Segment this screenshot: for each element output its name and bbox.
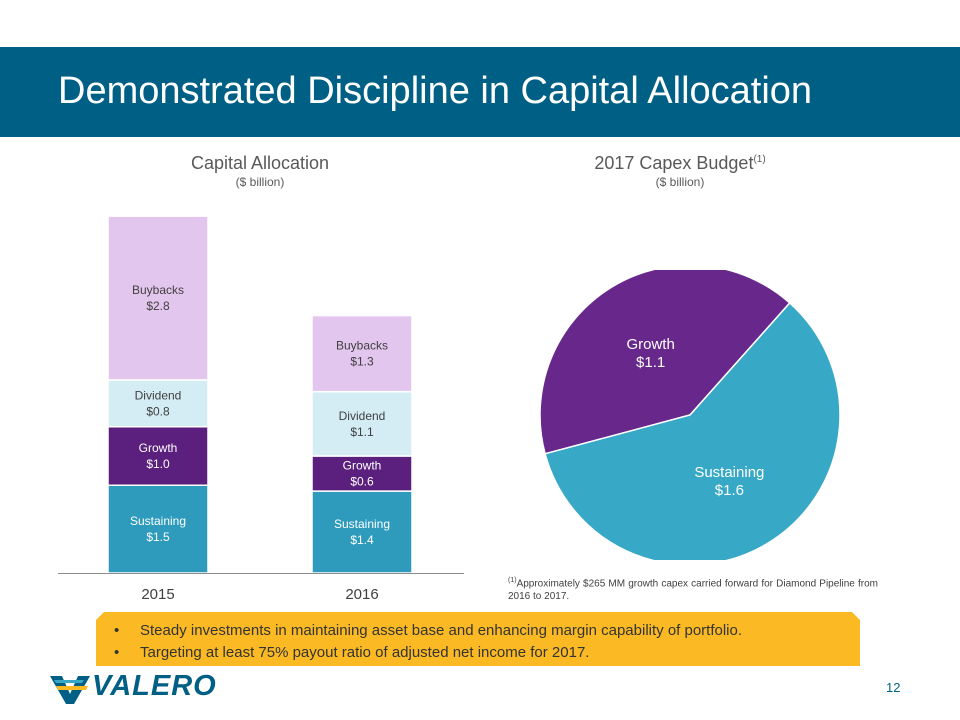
left-chart-title: Capital Allocation	[190, 153, 330, 173]
bar-label-growth-2015: Growth $1.0	[139, 441, 178, 471]
bar-label-sustaining-2016: Sustaining $1.4	[334, 517, 390, 547]
footnote: (1)Approximately $265 MM growth capex ca…	[508, 574, 878, 603]
right-chart-subtitle: ($ billion)	[655, 175, 705, 189]
bar-label-dividend-2016: Dividend $1.1	[339, 409, 386, 439]
valero-logo-text: VALERO	[92, 670, 217, 702]
valero-v-icon	[50, 676, 90, 704]
footnote-text: Approximately $265 MM growth capex carri…	[508, 578, 878, 603]
bar-segment-growth-2015	[107, 426, 209, 486]
bar-label-buybacks-2015: Buybacks $2.8	[132, 283, 184, 313]
bar-label-buybacks-2016: Buybacks $1.3	[336, 339, 388, 369]
bar-segment-sustaining-2015	[107, 484, 209, 574]
capex-budget-pie-chart: Growth $1.1 Sustaining $1.6	[539, 270, 841, 560]
bar-label-dividend-2015: Dividend $0.8	[135, 388, 182, 418]
right-chart-title: 2017 Capex Budget(1)	[560, 153, 800, 174]
pie-label-sustaining: Sustaining $1.6	[694, 464, 764, 499]
bar-segment-buybacks-2015	[107, 215, 209, 381]
bullet-box: Steady investments in maintaining asset …	[96, 612, 860, 666]
page-number: 12	[886, 680, 901, 695]
pie-slice-sustaining	[544, 301, 841, 560]
page-title: Demonstrated Discipline in Capital Alloc…	[58, 70, 813, 112]
bar-segment-dividend-2016	[311, 390, 413, 457]
bullet-item: Steady investments in maintaining asset …	[114, 620, 742, 642]
bullet-item: Targeting at least 75% payout ratio of a…	[114, 642, 742, 664]
x-tick-label-2016: 2016	[345, 586, 378, 603]
bar-segment-sustaining-2016	[311, 490, 413, 574]
title-bar	[0, 47, 960, 137]
right-chart-title-sup: (1)	[753, 154, 766, 165]
bar-segment-buybacks-2016	[311, 314, 413, 393]
bar-segment-dividend-2015	[107, 379, 209, 428]
left-chart-subtitle: ($ billion)	[235, 175, 285, 189]
bullet-list: Steady investments in maintaining asset …	[114, 620, 742, 664]
bar-label-growth-2016: Growth $0.6	[343, 459, 382, 489]
right-chart-title-text: 2017 Capex Budget	[594, 153, 754, 173]
footnote-marker: (1)	[508, 577, 517, 584]
valero-logo: VALERO	[48, 668, 220, 708]
capital-allocation-bar-chart: Sustaining $1.5 Growth $1.0 Dividend $0.8 Buyb…	[58, 215, 464, 603]
x-tick-label-2015: 2015	[141, 586, 174, 603]
pie-label-growth: Growth $1.1	[626, 336, 674, 371]
bar-segment-growth-2016	[311, 455, 413, 492]
pie-slice-growth	[539, 270, 791, 455]
bar-label-sustaining-2015: Sustaining $1.5	[130, 514, 186, 544]
